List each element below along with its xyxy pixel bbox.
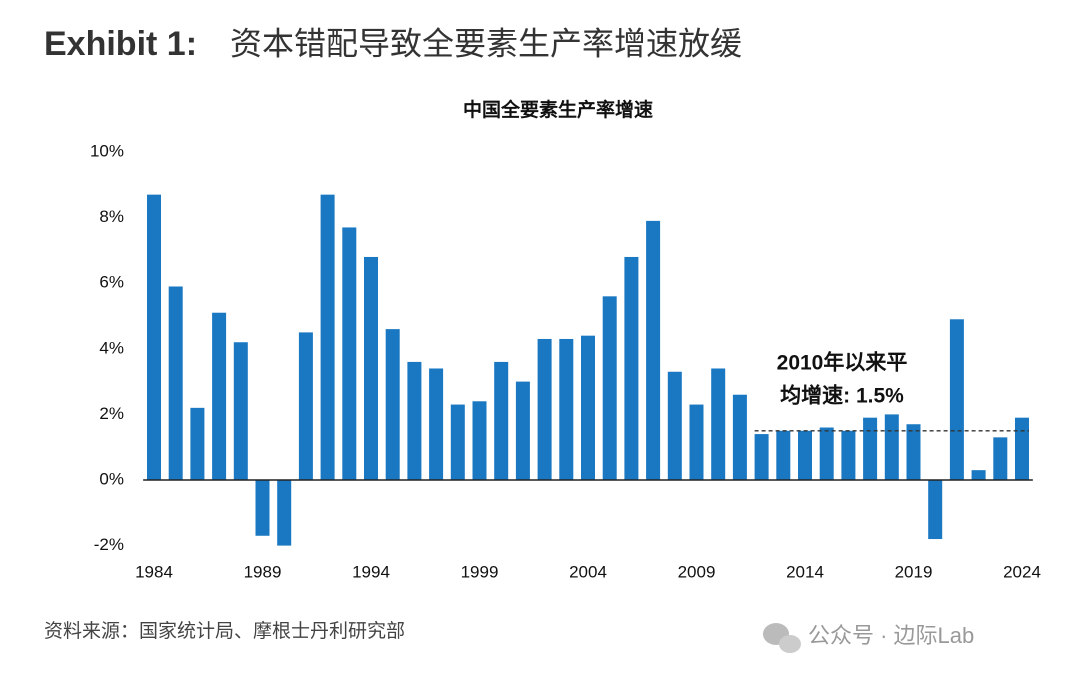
bar: [646, 220, 661, 480]
bar: [190, 407, 205, 480]
bar: [342, 227, 357, 480]
bar: [212, 312, 227, 480]
annotation: 2010年以来平: [777, 351, 908, 375]
bar: [776, 430, 791, 480]
chart-title: 中国全要素生产率增速: [463, 98, 653, 121]
bar: [602, 296, 617, 480]
bar: [494, 361, 509, 480]
bar: [385, 329, 400, 480]
bar: [233, 342, 248, 480]
bar: [450, 404, 465, 480]
y-tick-label: 8%: [99, 207, 124, 226]
x-tick-label: 2019: [895, 562, 933, 581]
bar: [559, 338, 574, 480]
page-title: 资本错配导致全要素生产率增速放缓: [230, 25, 742, 61]
x-tick-label: 2014: [786, 562, 824, 581]
bar: [754, 434, 769, 480]
bar: [1015, 417, 1029, 480]
y-tick-label: 2%: [99, 404, 124, 423]
bar: [255, 480, 270, 536]
bar: [624, 256, 639, 480]
bar: [971, 470, 986, 480]
bar: [168, 286, 183, 480]
x-tick-label: 1994: [352, 562, 390, 581]
bar: [298, 332, 313, 480]
bar: [364, 256, 378, 480]
x-tick-label: 1984: [135, 562, 173, 581]
bar: [798, 430, 812, 480]
x-tick-label: 1999: [461, 562, 499, 581]
bar: [732, 394, 747, 480]
bar: [472, 401, 487, 480]
bar: [515, 381, 530, 480]
bar: [928, 480, 943, 540]
bar: [993, 437, 1008, 480]
bar: [711, 368, 726, 480]
bar: [906, 424, 921, 480]
y-tick-label: 10%: [90, 141, 124, 160]
bar: [147, 194, 161, 480]
exhibit-label: Exhibit 1:: [44, 25, 197, 63]
x-tick-label: 2009: [678, 562, 716, 581]
bar: [320, 194, 335, 480]
bar: [949, 319, 964, 480]
bar: [429, 368, 444, 480]
x-tick-label: 2004: [569, 562, 607, 581]
y-tick-label: 6%: [99, 273, 124, 292]
bar: [884, 414, 899, 480]
y-tick-label: 4%: [99, 338, 124, 357]
y-tick-label: 0%: [99, 469, 124, 488]
bar: [863, 417, 878, 480]
watermark: 公众号 · 边际Lab: [808, 623, 974, 648]
bar: [841, 430, 856, 480]
y-tick-label: -2%: [94, 535, 124, 554]
bar: [689, 404, 704, 480]
annotation: 均增速: 1.5%: [780, 384, 904, 408]
bar: [537, 338, 552, 480]
bar: [667, 371, 682, 480]
x-tick-label: 2024: [1003, 562, 1041, 581]
bar: [819, 427, 834, 480]
x-tick-label: 1989: [244, 562, 282, 581]
source: 资料来源：国家统计局、摩根士丹利研究部: [44, 620, 405, 642]
bar: [581, 335, 595, 480]
bar: [407, 361, 422, 480]
watermark-icon: [763, 623, 801, 653]
bar: [277, 480, 292, 546]
